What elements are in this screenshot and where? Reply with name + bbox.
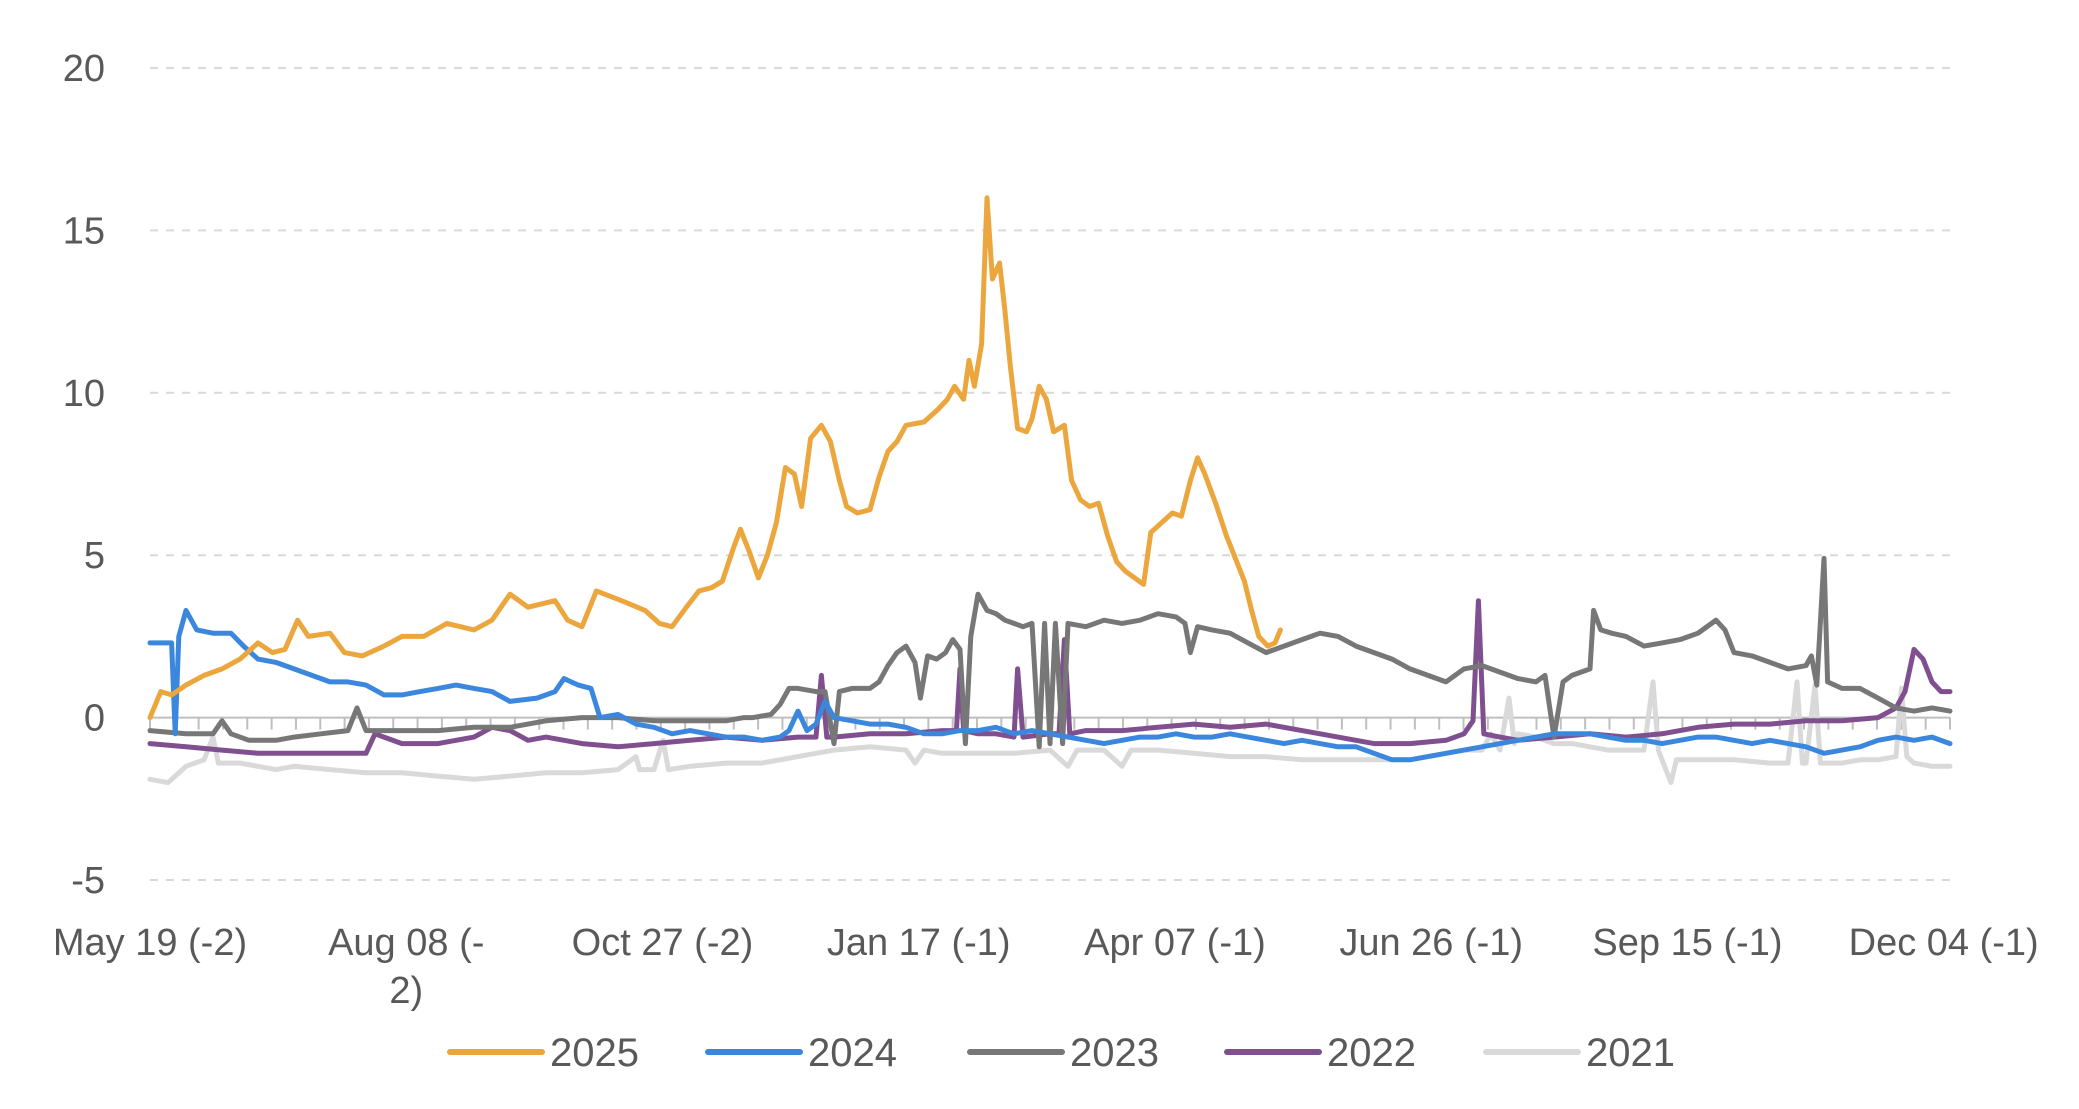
y-tick-label: 10 xyxy=(63,373,105,415)
x-tick-label: Jun 26 (-1) xyxy=(1339,922,1523,964)
legend-label-2025: 2025 xyxy=(550,1031,639,1075)
legend-label-2022: 2022 xyxy=(1327,1031,1416,1075)
series-line-2021 xyxy=(147,679,1953,786)
series-lines xyxy=(147,195,1953,786)
x-tick-label: Oct 27 (-2) xyxy=(572,922,754,964)
series-line-2024 xyxy=(147,607,1953,763)
x-axis-tick-labels: May 19 (-2) Aug 08 (-2) Oct 27 (-2) Jan 17 … xyxy=(53,922,2039,1012)
legend-label-2023: 2023 xyxy=(1070,1031,1159,1075)
y-tick-label: 5 xyxy=(84,535,105,577)
y-tick-label: 20 xyxy=(63,48,105,90)
legend: 2025 2024 2023 2022 2021 xyxy=(447,1031,1675,1075)
legend-label-2021: 2021 xyxy=(1586,1031,1675,1075)
x-tick-label: May 19 (-2) xyxy=(53,922,247,964)
series-line-2023 xyxy=(147,555,1953,750)
series-line-2025 xyxy=(147,195,1283,721)
legend-label-2024: 2024 xyxy=(808,1031,897,1075)
y-tick-label: -5 xyxy=(71,860,105,902)
y-tick-label: 15 xyxy=(63,210,105,252)
x-tick-label: Sep 15 (-1) xyxy=(1592,922,1782,964)
x-tick-label: Jan 17 (-1) xyxy=(827,922,1011,964)
y-tick-label: 0 xyxy=(84,698,105,740)
x-tick-label: Aug 08 (-2) xyxy=(328,922,484,1012)
x-tick-label: Dec 04 (-1) xyxy=(1849,922,2039,964)
y-axis-tick-labels: -5 0 5 10 15 20 xyxy=(63,48,105,902)
grid-lines xyxy=(150,67,1950,881)
x-tick-label: Apr 07 (-1) xyxy=(1084,922,1266,964)
